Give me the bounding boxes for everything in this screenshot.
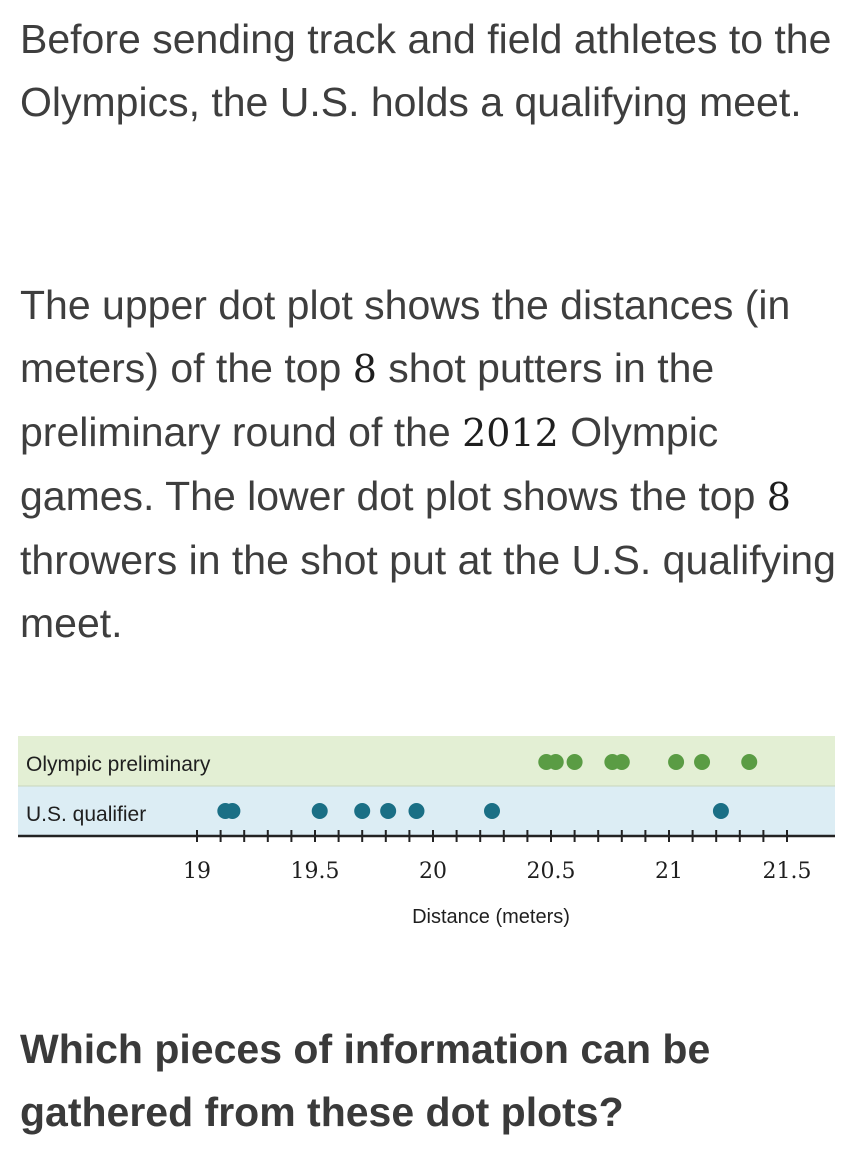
x-tick-label: 19.5 [291, 859, 340, 884]
us-data-point [408, 803, 425, 819]
olympic-data-point [613, 754, 630, 770]
count-top-shot-putters: 8 [352, 347, 377, 391]
series-label-us: U.S. qualifier [26, 803, 146, 826]
olympic-data-point [547, 754, 564, 770]
us-data-point [354, 803, 371, 819]
olympic-data-point [694, 754, 711, 770]
dot-plot-chart: Olympic preliminary U.S. qualifier 19 19.… [18, 736, 835, 928]
us-data-point [311, 803, 328, 819]
olympic-data-point [741, 754, 758, 770]
description-part-4: throwers in the shot put at the U.S. qua… [20, 537, 836, 646]
minor-ticks [196, 830, 788, 842]
description-part-3: Olympic games. The lower dot plot shows … [20, 409, 767, 519]
us-data-point [380, 803, 397, 819]
x-tick-label: 20.5 [527, 859, 576, 884]
question-text: Which pieces of information can be gathe… [20, 1026, 711, 1135]
us-dots [217, 803, 729, 819]
olympic-data-point [566, 754, 583, 770]
x-tick-label: 20 [419, 859, 447, 884]
description-text: The upper dot plot shows the distances (… [20, 274, 840, 655]
olympic-dots [538, 754, 758, 770]
x-tick-label: 19 [183, 859, 211, 884]
olympic-year: 2012 [462, 411, 559, 455]
us-data-point [224, 803, 241, 819]
series-label-olympic: Olympic preliminary [26, 753, 211, 776]
us-data-point [712, 803, 729, 819]
description-part-1: The upper dot plot shows the distances (… [20, 282, 791, 391]
count-top-throwers: 8 [766, 475, 791, 519]
us-row-band [18, 786, 835, 835]
x-tick-label: 21 [655, 859, 683, 884]
x-axis-title: Distance (meters) [412, 906, 570, 928]
x-tick-label: 21.5 [763, 859, 812, 884]
x-tick-labels: 19 19.5 20 20.5 21 21.5 [183, 859, 811, 884]
intro-text: Before sending track and field athletes … [20, 16, 832, 125]
us-data-point [484, 803, 500, 819]
description-part-2: shot putters in the preliminary round of… [20, 345, 715, 455]
olympic-data-point [668, 754, 685, 770]
